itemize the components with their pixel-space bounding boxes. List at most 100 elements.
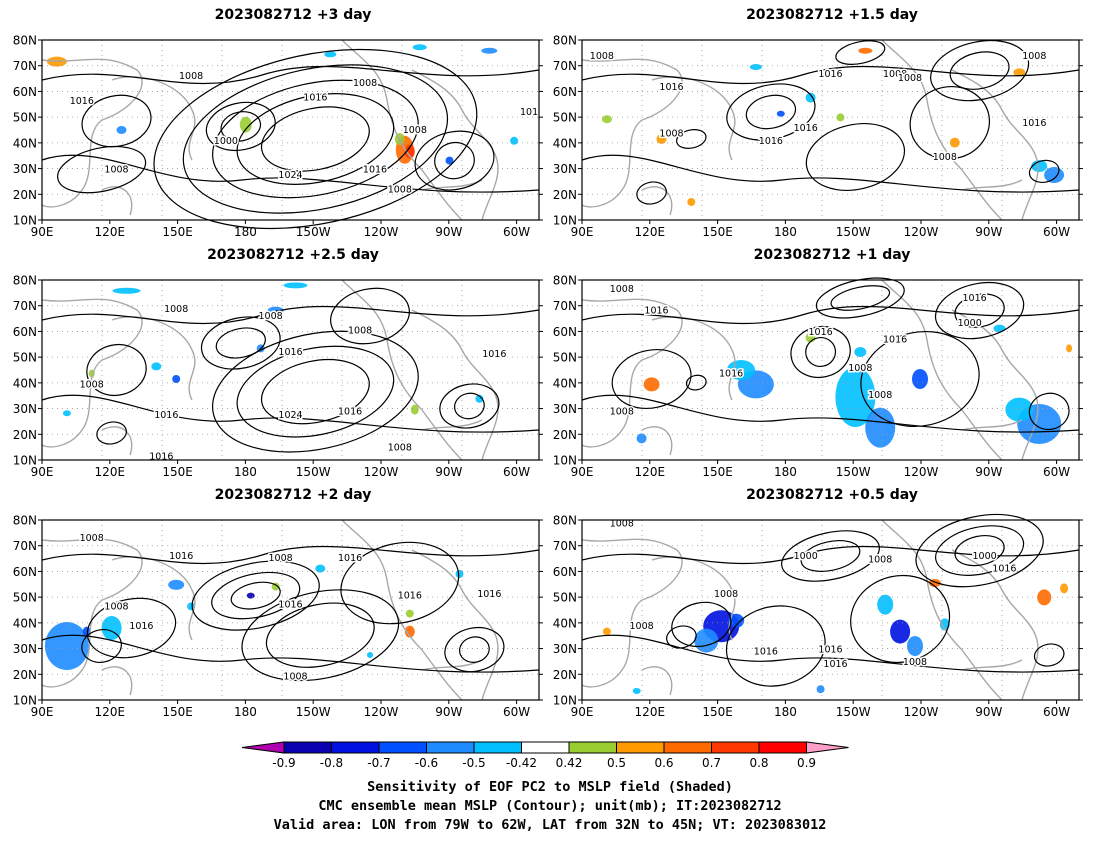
sensitivity-shading xyxy=(367,652,373,658)
lon-tick-label: 60W xyxy=(503,705,530,719)
colorbar-tick-label: -0.8 xyxy=(320,756,343,770)
colorbar-tick-label: -0.9 xyxy=(272,756,295,770)
lon-tick-label: 150W xyxy=(296,225,331,239)
lon-tick-label: 60W xyxy=(503,225,530,239)
colorbar-segment xyxy=(758,741,807,754)
lat-tick-label: 50N xyxy=(13,111,37,125)
lon-tick-label: 150E xyxy=(162,465,193,479)
colorbar-segment xyxy=(568,741,617,754)
plot-area xyxy=(582,40,1079,220)
caption-line-1: Sensitivity of EOF PC2 to MSLP field (Sh… xyxy=(367,779,733,795)
colorbar-tick-label: 0.9 xyxy=(797,756,816,770)
contour-label: 1016 xyxy=(754,646,778,657)
colorbar-tick-label: -0.6 xyxy=(415,756,438,770)
lon-tick-label: 90W xyxy=(435,465,462,479)
contour-label: 1016 xyxy=(169,551,193,562)
colorbar-tick-label: 0.6 xyxy=(654,756,673,770)
contour-label: 1008 xyxy=(590,51,614,62)
lon-tick-label: 120W xyxy=(364,465,399,479)
lon-tick-label: 180 xyxy=(774,705,797,719)
contour-label: 1016 xyxy=(992,564,1016,575)
contour-label: 1008 xyxy=(898,73,922,84)
lat-tick-label: 40N xyxy=(13,136,37,150)
lon-tick-label: 150E xyxy=(162,705,193,719)
sensitivity-shading xyxy=(151,362,162,371)
colorbar-tick-label: -0.5 xyxy=(462,756,485,770)
mslp-contours xyxy=(581,277,1080,433)
contour-label: 1008 xyxy=(104,165,128,176)
contour-label: 1016 xyxy=(363,165,387,176)
mslp-contours xyxy=(41,287,540,453)
caption-line-3: Valid area: LON from 79W to 62W, LAT fro… xyxy=(273,817,827,833)
contour-label: 101 xyxy=(520,107,538,118)
plot-frame xyxy=(41,519,540,701)
sensitivity-shading xyxy=(877,594,894,615)
sensitivity-shading xyxy=(858,47,873,54)
sensitivity-shading xyxy=(1013,68,1026,77)
contour-label: 1016 xyxy=(823,659,847,670)
colorbar: -0.9 -0.8 -0.7 -0.6 -0.5 -0.42 0.42 0.5 0.6 0.7 0.… xyxy=(241,741,849,770)
sensitivity-shading xyxy=(246,592,255,599)
panel-title: 2023082712 +2 day xyxy=(214,487,372,503)
graticule xyxy=(42,280,539,460)
lat-tick-label: 60N xyxy=(553,85,577,99)
lon-tick-label: 180 xyxy=(774,465,797,479)
contour-label: 1016 xyxy=(303,93,327,104)
lat-tick-label: 40N xyxy=(553,616,577,630)
sensitivity-shading xyxy=(656,134,667,144)
sensitivity-shading xyxy=(44,622,89,670)
contour-label: 1016 xyxy=(759,136,783,147)
contour-label: 1016 xyxy=(278,600,302,611)
lat-tick-label: 30N xyxy=(13,162,37,176)
sensitivity-shading xyxy=(835,367,876,427)
lat-tick-label: 40N xyxy=(553,376,577,390)
lon-tick-label: 150E xyxy=(702,225,733,239)
contour-label: 1008 xyxy=(353,78,377,89)
lon-tick-label: 90E xyxy=(571,465,594,479)
lat-tick-label: 40N xyxy=(13,616,37,630)
lat-tick-label: 60N xyxy=(13,325,37,339)
contour-label: 1016 xyxy=(809,327,833,338)
contour-label: 1008 xyxy=(348,325,372,336)
colorbar-segment xyxy=(473,741,522,754)
lat-tick-label: 30N xyxy=(13,642,37,656)
lat-tick-label: 10N xyxy=(553,454,577,468)
lat-tick-label: 30N xyxy=(553,642,577,656)
lon-tick-label: 120E xyxy=(635,705,666,719)
lat-tick-label: 70N xyxy=(13,539,37,553)
lat-tick-label: 70N xyxy=(13,59,37,73)
lon-tick-label: 120E xyxy=(95,465,126,479)
lat-tick-label: 20N xyxy=(553,428,577,442)
contour-label: 1008 xyxy=(104,601,128,612)
contour-label: 1016 xyxy=(477,589,501,600)
lon-tick-label: 120E xyxy=(95,705,126,719)
sensitivity-shading xyxy=(993,324,1006,333)
lon-tick-label: 120W xyxy=(904,705,939,719)
lat-tick-label: 10N xyxy=(553,214,577,228)
plot-frame xyxy=(581,279,1080,461)
sensitivity-shading xyxy=(410,404,419,415)
panel-title: 2023082712 +0.5 day xyxy=(746,487,918,503)
map-panel: 1008 1008 1016 1008 1016 1016 1024 1016 1008 1008… xyxy=(13,274,543,479)
lon-tick-label: 60W xyxy=(1043,225,1070,239)
lon-tick-label: 180 xyxy=(234,705,257,719)
contour-label: 1008 xyxy=(1022,51,1046,62)
lon-tick-label: 90W xyxy=(975,705,1002,719)
colorbar-tick-label: -0.7 xyxy=(367,756,390,770)
contour-label: 1016 xyxy=(963,293,987,304)
colorbar-segment xyxy=(283,741,332,754)
contour-label: 1024 xyxy=(278,170,302,181)
contour-label: 1016 xyxy=(659,82,683,93)
lon-tick-label: 90E xyxy=(31,705,54,719)
lat-tick-label: 10N xyxy=(13,694,37,708)
sensitivity-shading xyxy=(510,136,519,145)
lon-tick-label: 150E xyxy=(702,465,733,479)
sensitivity-shading xyxy=(481,47,498,54)
sensitivity-shading xyxy=(62,410,71,417)
sensitivity-shading xyxy=(949,137,960,148)
sensitivity-shading xyxy=(405,609,414,618)
lat-tick-label: 80N xyxy=(553,274,577,288)
